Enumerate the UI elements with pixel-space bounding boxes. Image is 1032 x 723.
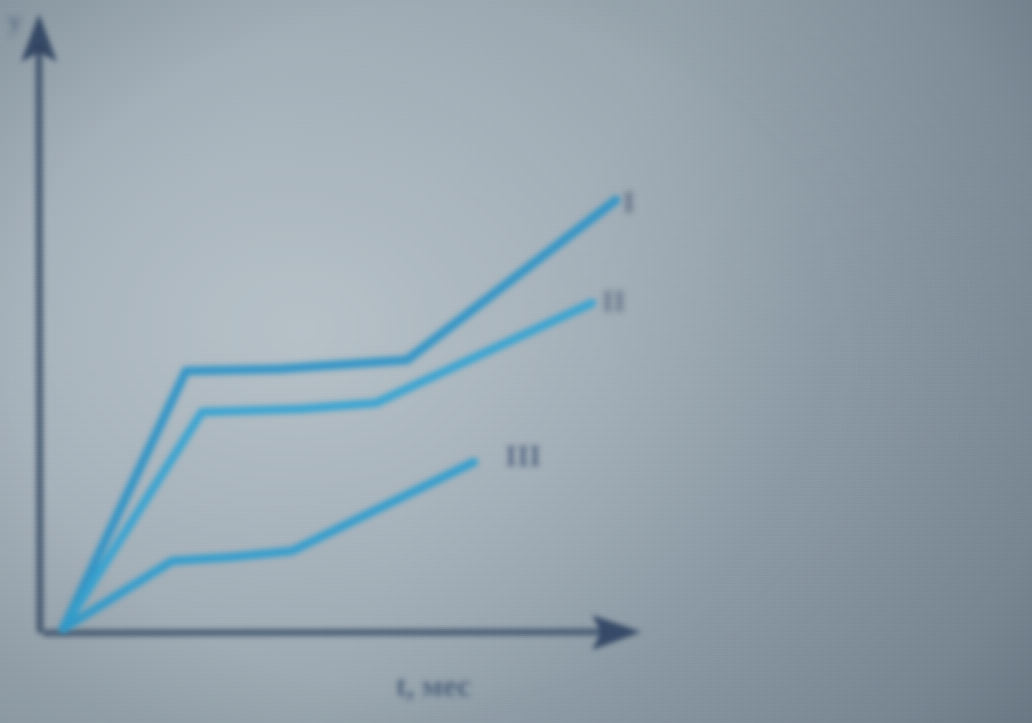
series-labels-group: I II III (505, 186, 635, 473)
x-axis-label: t, мес (396, 668, 471, 703)
x-axis-arrowhead (592, 615, 641, 650)
x-axis (42, 628, 606, 637)
curve-series-II (58, 298, 597, 634)
series-label-II: II (602, 285, 625, 318)
y-axis-arrowhead (21, 14, 57, 62)
curve-series-I (58, 195, 621, 634)
series-label-I: I (623, 186, 635, 219)
curve-series-III (58, 457, 479, 634)
series-label-III: III (505, 438, 541, 473)
curves-group (58, 195, 621, 634)
y-axis (35, 44, 44, 634)
axes-group (21, 14, 641, 650)
y-axis-label: y (8, 6, 22, 37)
